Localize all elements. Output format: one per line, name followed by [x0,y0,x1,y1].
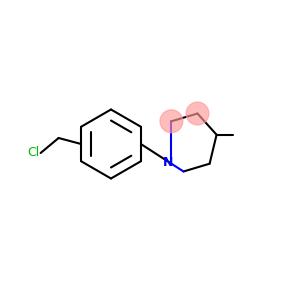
Circle shape [186,102,209,125]
Text: Cl: Cl [27,146,39,160]
Text: N: N [163,156,173,169]
Circle shape [160,110,183,133]
